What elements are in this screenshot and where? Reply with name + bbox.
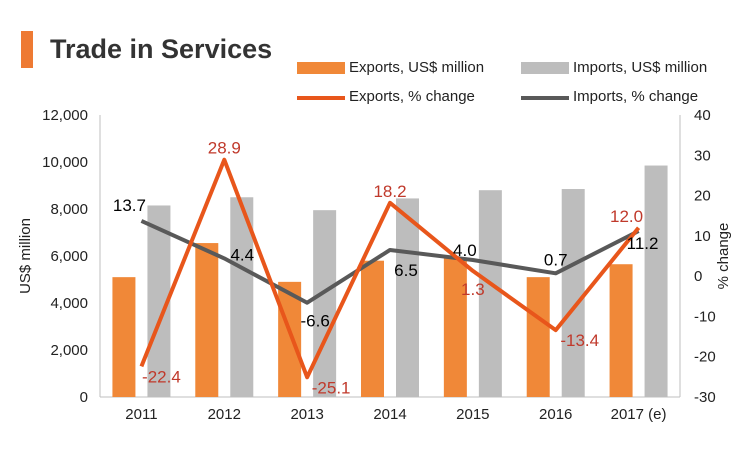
title-accent-bar — [21, 31, 33, 68]
x-tick-label: 2015 — [456, 406, 489, 423]
y-tick-label-left: 0 — [80, 389, 88, 406]
y-tick-label-left: 10,000 — [42, 154, 88, 171]
y-tick-label-right: -10 — [694, 308, 716, 325]
y-tick-label-left: 12,000 — [42, 107, 88, 124]
exports-bar — [361, 260, 384, 397]
exports-bar — [195, 243, 219, 397]
imports-change-data-label: 4.0 — [453, 241, 477, 260]
y-tick-label-right: 10 — [694, 228, 711, 245]
legend-label-exports-bar: Exports, US$ million — [349, 59, 485, 76]
imports-change-line — [140, 219, 640, 305]
imports-bar — [561, 189, 585, 397]
y-tick-label-left: 2,000 — [50, 342, 88, 359]
exports-change-data-label: 12.0 — [610, 207, 643, 226]
legend-label-imports-bar: Imports, US$ million — [573, 59, 708, 76]
legend-label-imports-line: Imports, % change — [573, 88, 699, 105]
imports-bar — [147, 205, 171, 397]
y-tick-label-left: 4,000 — [50, 295, 88, 312]
imports-change-data-label: 6.5 — [394, 261, 418, 280]
imports-bar — [396, 198, 419, 397]
x-tick-label: 2013 — [290, 406, 323, 423]
x-tick-label: 2016 — [539, 406, 572, 423]
exports-change-data-label: 28.9 — [208, 139, 241, 158]
imports-bar — [230, 197, 254, 397]
x-tick-label: 2012 — [208, 406, 241, 423]
y-tick-label-left: 6,000 — [50, 248, 88, 265]
imports-change-data-label: 4.4 — [230, 245, 254, 264]
y-tick-label-right: 20 — [694, 188, 711, 205]
imports-change-data-label: 0.7 — [544, 250, 568, 269]
exports-change-data-label: -13.4 — [560, 331, 599, 350]
y-tick-label-left: 8,000 — [50, 201, 88, 218]
exports-change-line — [139, 157, 641, 380]
exports-change-data-label: 18.2 — [373, 182, 406, 201]
y-axis-title-left: US$ million — [17, 218, 34, 294]
chart-title: Trade in Services — [50, 34, 273, 64]
imports-bar — [644, 165, 668, 397]
exports-bar — [112, 277, 136, 397]
x-tick-label: 2011 — [125, 406, 157, 423]
y-tick-label-right: 30 — [694, 147, 711, 164]
exports-bar — [526, 277, 550, 397]
imports-bar — [313, 210, 337, 397]
exports-change-data-label: -25.1 — [312, 378, 351, 397]
exports-bar — [443, 258, 467, 397]
imports-change-data-label: -6.6 — [300, 312, 329, 331]
x-tick-label: 2014 — [373, 406, 406, 423]
exports-change-data-label: -22.4 — [142, 367, 181, 386]
y-tick-label-right: 40 — [694, 107, 711, 124]
y-tick-label-right: 0 — [694, 268, 702, 285]
legend-swatch-imports-bar — [521, 62, 569, 74]
imports-bar — [478, 190, 502, 397]
legend-label-exports-line: Exports, % change — [349, 88, 475, 105]
imports-change-data-label: 13.7 — [113, 196, 146, 215]
x-tick-label: 2017 (e) — [611, 406, 667, 423]
legend-swatch-exports-line — [297, 96, 345, 100]
exports-change-data-label: 1.3 — [461, 280, 485, 299]
y-tick-label-right: -20 — [694, 349, 716, 366]
imports-change-data-label: 11.2 — [627, 234, 659, 253]
exports-bar — [609, 264, 633, 397]
legend-swatch-imports-line — [521, 96, 569, 100]
y-tick-label-right: -30 — [694, 389, 716, 406]
legend-swatch-exports-bar — [297, 62, 345, 74]
y-axis-title-right: % change — [715, 223, 732, 290]
